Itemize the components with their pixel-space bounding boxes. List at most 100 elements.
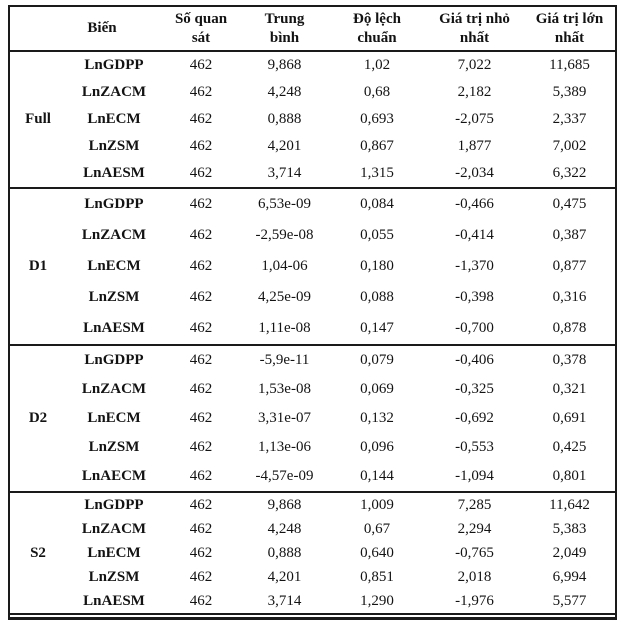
max-cell: 0,316 — [552, 289, 587, 305]
std-cell: 0,144 — [360, 468, 394, 484]
mean-cell: 4,248 — [267, 520, 302, 537]
mean-cell: 0,888 — [267, 544, 302, 561]
variable-cell: LnZSM — [88, 568, 140, 585]
section-full: Full LnGDPP 462 9,868 1,02 7,022 11,685 LnZACM 4… — [10, 52, 615, 187]
std-cell: 0,055 — [360, 227, 394, 243]
variable-cell: LnECM — [87, 111, 141, 127]
min-cell: -0,466 — [455, 196, 494, 212]
min-cell: -0,398 — [455, 289, 494, 305]
obs-cell: 462 — [189, 111, 213, 127]
mean-cell: 4,248 — [267, 84, 302, 100]
obs-cell: 462 — [189, 568, 213, 585]
std-cell: 1,009 — [360, 496, 394, 513]
min-cell: 7,022 — [457, 57, 492, 73]
table-row: LnZACM 462 4,248 0,68 2,182 5,389 — [66, 79, 615, 106]
obs-cell: 462 — [189, 138, 213, 154]
max-cell: 11,685 — [549, 57, 590, 73]
obs-cell: 462 — [189, 468, 213, 484]
obs-cell: 462 — [189, 258, 213, 274]
min-cell: 2,182 — [457, 84, 492, 100]
mean-cell: 4,201 — [267, 138, 302, 154]
min-cell: 1,877 — [457, 138, 492, 154]
std-cell: 0,132 — [360, 410, 394, 426]
variable-cell: LnAECM — [81, 468, 147, 484]
variable-cell: LnZACM — [81, 84, 147, 100]
mean-cell: 3,714 — [267, 165, 302, 181]
table-row: LnECM 462 1,04-06 0,180 -1,370 0,877 — [66, 251, 615, 282]
section-rows: LnGDPP 462 9,868 1,02 7,022 11,685 LnZACM 462 4,… — [66, 52, 615, 187]
std-cell: 0,088 — [360, 289, 394, 305]
table-row: LnAESM 462 3,714 1,315 -2,034 6,322 — [66, 160, 615, 187]
table-row: LnZACM 462 -2,59e-08 0,055 -0,414 0,387 — [66, 220, 615, 251]
obs-cell: 462 — [189, 320, 213, 336]
mean-cell: 1,53e-08 — [258, 381, 311, 397]
section-d1: D1 LnGDPP 462 6,53e-09 0,084 -0,466 0,475 LnZAC… — [10, 187, 615, 344]
max-cell: 0,475 — [552, 196, 587, 212]
obs-cell: 462 — [189, 592, 213, 609]
max-cell: 2,049 — [552, 544, 587, 561]
std-cell: 0,640 — [360, 544, 394, 561]
mean-cell: 1,04-06 — [261, 258, 308, 274]
table-row: LnZACM 462 4,248 0,67 2,294 5,383 — [66, 517, 615, 541]
table-body: Full LnGDPP 462 9,868 1,02 7,022 11,685 LnZACM 4… — [10, 52, 615, 615]
mean-cell: 1,13e-06 — [258, 439, 311, 455]
table-row: LnZSM 462 4,25e-09 0,088 -0,398 0,316 — [66, 282, 615, 313]
variable-cell: LnAESM — [83, 592, 145, 609]
variable-cell: LnECM — [87, 410, 141, 426]
std-cell: 0,867 — [360, 138, 394, 154]
header-max-value: Giá trị lớn nhất — [535, 10, 604, 46]
min-cell: -1,094 — [455, 468, 494, 484]
max-cell: 11,642 — [549, 496, 590, 513]
table-row: LnECM 462 3,31e-07 0,132 -0,692 0,691 — [66, 404, 615, 433]
section-s2: S2 LnGDPP 462 9,868 1,009 7,285 11,642 LnZACM 46… — [10, 491, 615, 615]
min-cell: -0,700 — [455, 320, 494, 336]
std-cell: 0,147 — [360, 320, 394, 336]
variable-cell: LnZSM — [88, 138, 140, 154]
table-row: LnAESM 462 3,714 1,290 -1,976 5,577 — [66, 589, 615, 613]
section-d2: D2 LnGDPP 462 -5,9e-11 0,079 -0,406 0,378 LnZAC… — [10, 344, 615, 491]
table-row: LnGDPP 462 6,53e-09 0,084 -0,466 0,475 — [66, 189, 615, 220]
obs-cell: 462 — [189, 227, 213, 243]
mean-cell: -5,9e-11 — [259, 352, 310, 368]
mean-cell: -2,59e-08 — [255, 227, 314, 243]
max-cell: 2,337 — [552, 111, 587, 127]
variable-cell: LnGDPP — [84, 196, 144, 212]
table-row: LnZSM 462 1,13e-06 0,096 -0,553 0,425 — [66, 433, 615, 462]
std-cell: 0,084 — [360, 196, 394, 212]
variable-cell: LnGDPP — [84, 352, 144, 368]
max-cell: 6,322 — [552, 165, 587, 181]
table-row: LnZACM 462 1,53e-08 0,069 -0,325 0,321 — [66, 375, 615, 404]
obs-cell: 462 — [189, 57, 213, 73]
mean-cell: -4,57e-09 — [255, 468, 314, 484]
obs-cell: 462 — [189, 196, 213, 212]
max-cell: 0,877 — [552, 258, 587, 274]
max-cell: 0,321 — [552, 381, 587, 397]
mean-cell: 4,25e-09 — [258, 289, 311, 305]
mean-cell: 6,53e-09 — [258, 196, 311, 212]
min-cell: -2,075 — [455, 111, 494, 127]
group-label: D2 — [28, 410, 48, 426]
min-cell: -0,553 — [455, 439, 494, 455]
std-cell: 0,851 — [360, 568, 394, 585]
header-observations: Số quan sát — [174, 10, 228, 46]
min-cell: -0,325 — [455, 381, 494, 397]
min-cell: 7,285 — [457, 496, 492, 513]
table-row: LnZSM 462 4,201 0,867 1,877 7,002 — [66, 133, 615, 160]
obs-cell: 462 — [189, 544, 213, 561]
table-row: LnGDPP 462 9,868 1,02 7,022 11,685 — [66, 52, 615, 79]
table-row: LnECM 462 0,888 0,640 -0,765 2,049 — [66, 541, 615, 565]
std-cell: 0,67 — [363, 520, 391, 537]
min-cell: -0,414 — [455, 227, 494, 243]
obs-cell: 462 — [189, 165, 213, 181]
header-min-value: Giá trị nhỏ nhất — [439, 10, 510, 46]
mean-cell: 3,31e-07 — [258, 410, 311, 426]
obs-cell: 462 — [189, 410, 213, 426]
table-row: LnZSM 462 4,201 0,851 2,018 6,994 — [66, 565, 615, 589]
table-row: LnAECM 462 -4,57e-09 0,144 -1,094 0,801 — [66, 462, 615, 491]
mean-cell: 0,888 — [267, 111, 302, 127]
max-cell: 0,801 — [552, 468, 587, 484]
obs-cell: 462 — [189, 84, 213, 100]
header-std-dev: Độ lệch chuẩn — [353, 10, 401, 46]
mean-cell: 1,11e-08 — [258, 320, 311, 336]
variable-cell: LnZACM — [81, 381, 147, 397]
